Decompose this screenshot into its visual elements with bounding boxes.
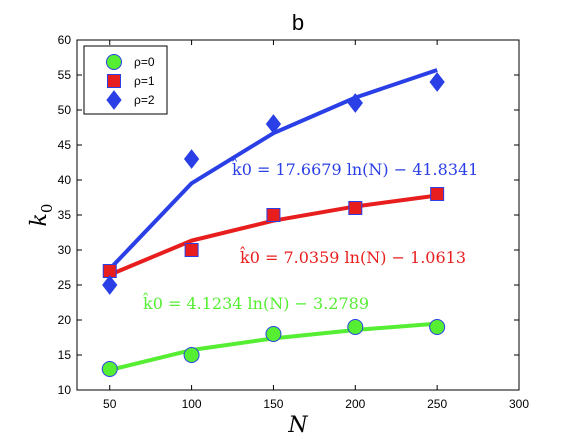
y-tick-label: 25 <box>58 278 72 292</box>
legend-label-series-1: ρ=1 <box>134 74 155 88</box>
x-tick-label: 100 <box>182 397 202 411</box>
x-axis-label: N <box>287 413 308 438</box>
y-tick-label: 15 <box>58 348 72 362</box>
data-point-series-0 <box>265 326 282 342</box>
legend-marker-series-1 <box>107 74 121 88</box>
y-tick-label: 35 <box>58 208 72 222</box>
x-tick-label: 50 <box>103 397 117 411</box>
data-point-series-2 <box>102 275 118 295</box>
y-tick-label: 55 <box>58 68 72 82</box>
data-point-series-1 <box>430 187 445 201</box>
fit-equation-series-1: k̂0 = 7.0359 ln(N) − 1.0613 <box>240 247 466 267</box>
legend-label-series-2: ρ=2 <box>134 93 155 107</box>
data-point-series-2 <box>429 72 445 92</box>
y-tick-label: 10 <box>58 383 72 397</box>
data-point-series-0 <box>347 319 364 335</box>
x-tick-label: 300 <box>509 397 529 411</box>
data-point-series-2 <box>265 114 282 134</box>
legend-marker-series-2 <box>106 90 122 110</box>
data-point-series-0 <box>101 361 118 377</box>
y-tick-label: 20 <box>58 313 72 327</box>
data-point-series-1 <box>266 208 281 222</box>
x-tick-label: 250 <box>427 397 447 411</box>
data-point-series-0 <box>429 319 446 335</box>
legend: ρ=0 ρ=1 ρ=2 <box>83 45 168 115</box>
data-point-series-1 <box>348 201 363 215</box>
data-point-series-1 <box>184 243 199 257</box>
y-tick-label: 50 <box>58 103 72 117</box>
chart-title: b <box>292 10 304 35</box>
fit-equation-series-0: k̂0 = 4.1234 ln(N) − 3.2789 <box>143 293 369 313</box>
y-tick-label: 60 <box>58 33 72 47</box>
x-tick-label: 150 <box>263 397 283 411</box>
y-tick-label: 40 <box>58 173 72 187</box>
y-tick-label: 45 <box>58 138 72 152</box>
x-tick-label: 200 <box>345 397 365 411</box>
fit-equation-series-2: k̂0 = 17.6679 ln(N) − 41.8341 <box>232 159 479 179</box>
y-tick-label: 30 <box>58 243 72 257</box>
y-axis-label: k0 <box>27 204 56 227</box>
data-point-series-2 <box>183 149 200 169</box>
legend-box <box>83 45 168 115</box>
data-point-series-0 <box>183 347 200 363</box>
legend-marker-series-0 <box>106 54 122 70</box>
data-point-series-2 <box>347 93 363 113</box>
legend-label-series-0: ρ=0 <box>134 55 155 69</box>
